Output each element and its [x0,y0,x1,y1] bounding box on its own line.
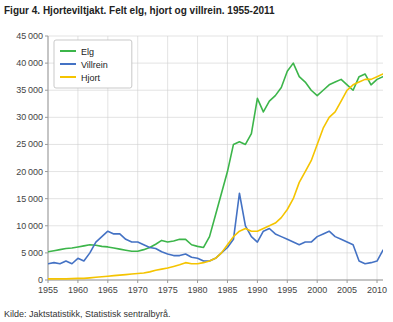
tick-label: 30 000 [16,112,43,122]
grid-line [48,144,383,145]
tick-label: 1980 [188,285,208,295]
tick-label: 45 000 [16,31,43,41]
y-axis-line [48,36,49,280]
source-note: Kilde: Jaktstatistikk, Statistisk sentra… [4,309,171,319]
grid-line [48,280,383,281]
grid-line [167,36,168,280]
grid-line [197,36,198,280]
grid-line [377,36,378,280]
tick-label: 10 000 [16,221,43,231]
title: Figur 4. Hjorteviltjakt. Felt elg, hjort… [4,5,275,16]
grid-line [48,36,383,37]
legend-label: Elg [81,47,94,57]
grid-line [347,36,348,280]
chart: Figur 4. Hjorteviltjakt. Felt elg, hjort… [0,0,393,322]
tick-label: 20 000 [16,167,43,177]
tick-label: 1985 [217,285,237,295]
tick-label: 1960 [68,285,88,295]
grid-line [257,36,258,280]
series-line [48,74,383,279]
series-line [48,193,383,263]
plot-area [48,63,383,279]
legend-swatch [60,76,76,78]
legend-swatch [60,50,76,52]
tick-label: 2000 [307,285,327,295]
grid-line [48,252,383,253]
tick-label: 35 000 [16,85,43,95]
axes: 0 5 000 10 000 15 000 20 000 25 000 30 000 35 0… [16,31,387,295]
tick-label: 1955 [38,285,58,295]
tick-label: 1970 [128,285,148,295]
x-axis-line [48,280,383,281]
tick-label: 0 [38,275,43,285]
legend-label: Villrein [81,60,108,70]
tick-label: 2010 [367,285,387,295]
grid-line [48,225,383,226]
legend: Elg Villrein Hjort [54,40,132,88]
grid [48,36,383,280]
legend-box [54,40,132,88]
legend-label: Hjort [81,73,101,83]
legend-swatch [60,63,76,65]
grid-line [317,36,318,280]
tick-label: 1965 [98,285,118,295]
tick-label: 1990 [247,285,267,295]
grid-line [48,90,383,91]
tick-label: 5 000 [21,248,43,258]
tick-label: 15 000 [16,194,43,204]
tick-label: 25 000 [16,139,43,149]
grid-line [137,36,138,280]
grid-line [48,36,49,280]
tick-label: 40 000 [16,58,43,68]
grid-line [48,117,383,118]
grid-line [48,198,383,199]
grid-line [48,171,383,172]
tick-label: 1975 [158,285,178,295]
tick-label: 2005 [337,285,357,295]
series-line [48,63,383,252]
tick-label: 1995 [277,285,297,295]
